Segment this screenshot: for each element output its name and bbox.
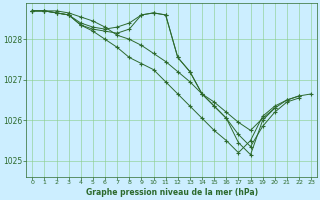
X-axis label: Graphe pression niveau de la mer (hPa): Graphe pression niveau de la mer (hPa)	[86, 188, 258, 197]
